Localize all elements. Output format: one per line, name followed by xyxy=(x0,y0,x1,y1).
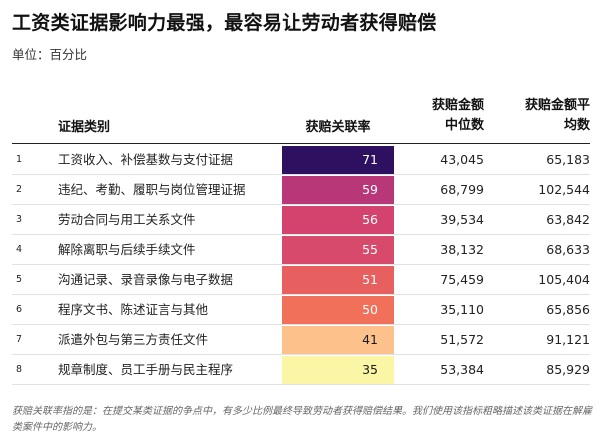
row-rank: 3 xyxy=(16,214,23,225)
row-rate: 35 xyxy=(362,362,378,377)
header-mean-line1: 获赔金额平 xyxy=(524,98,590,113)
row-divider xyxy=(12,294,590,295)
row-rank: 5 xyxy=(16,274,23,285)
row-median: 35,110 xyxy=(440,302,484,317)
row-median: 43,045 xyxy=(440,152,484,167)
row-divider xyxy=(12,204,590,205)
header-rule xyxy=(12,143,590,144)
rate-heat-cell xyxy=(282,236,394,264)
row-rate: 41 xyxy=(362,332,378,347)
table-row: 4 解除离职与后续手续文件 55 38,132 68,633 xyxy=(12,235,590,265)
row-mean: 102,544 xyxy=(538,182,590,197)
rate-heat-cell xyxy=(282,176,394,204)
row-rank: 1 xyxy=(16,154,23,165)
header-rate: 获赔关联率 xyxy=(305,120,371,135)
row-divider xyxy=(12,234,590,235)
row-category: 劳动合同与用工关系文件 xyxy=(58,212,196,227)
row-divider xyxy=(12,384,590,385)
row-category: 沟通记录、录音录像与电子数据 xyxy=(58,272,234,287)
row-category: 派遣外包与第三方责任文件 xyxy=(58,332,209,347)
footnote: 获赔关联率指的是：在提交某类证据的争点中，有多少比例最终导致劳动者获得赔偿结果。… xyxy=(12,406,592,433)
row-rank: 4 xyxy=(16,244,23,255)
table-row: 6 程序文书、陈述证言与其他 50 35,110 65,856 xyxy=(12,295,590,325)
row-mean: 85,929 xyxy=(546,362,590,377)
row-category: 规章制度、员工手册与民主程序 xyxy=(58,362,234,377)
row-mean: 91,121 xyxy=(546,332,590,347)
row-divider xyxy=(12,354,590,355)
chart-subtitle: 单位：百分比 xyxy=(12,47,88,62)
table-row: 7 派遣外包与第三方责任文件 41 51,572 91,121 xyxy=(12,325,590,355)
table-row: 5 沟通记录、录音录像与电子数据 51 75,459 105,404 xyxy=(12,265,590,295)
row-divider xyxy=(12,264,590,265)
rate-heat-cell xyxy=(282,206,394,234)
row-divider xyxy=(12,174,590,175)
row-rate: 50 xyxy=(362,302,378,317)
rate-heat-cell xyxy=(282,296,394,324)
table-row: 8 规章制度、员工手册与民主程序 35 53,384 85,929 xyxy=(12,355,590,385)
rate-heat-cell xyxy=(282,356,394,384)
row-mean: 63,842 xyxy=(546,212,590,227)
row-rank: 2 xyxy=(16,184,23,195)
row-category: 工资收入、补偿基数与支付证据 xyxy=(58,152,234,167)
row-mean: 65,856 xyxy=(546,302,590,317)
rate-heat-cell xyxy=(282,266,394,294)
row-median: 39,534 xyxy=(440,212,484,227)
row-mean: 65,183 xyxy=(546,152,590,167)
row-median: 38,132 xyxy=(440,242,484,257)
header-mean: 获赔金额平 均数 xyxy=(486,96,590,136)
row-rate: 71 xyxy=(362,152,378,167)
row-rate: 59 xyxy=(362,182,378,197)
rate-heat-cell xyxy=(282,326,394,354)
row-category: 解除离职与后续手续文件 xyxy=(58,242,196,257)
row-rate: 56 xyxy=(362,212,378,227)
rate-heat-cell xyxy=(282,146,394,174)
header-median: 获赔金额 中位数 xyxy=(394,96,484,136)
row-median: 68,799 xyxy=(440,182,484,197)
row-mean: 105,404 xyxy=(538,272,590,287)
row-rank: 8 xyxy=(16,364,23,375)
header-median-line1: 获赔金额 xyxy=(431,98,484,113)
row-mean: 68,633 xyxy=(546,242,590,257)
row-category: 违纪、考勤、履职与岗位管理证据 xyxy=(58,182,246,197)
row-divider xyxy=(12,324,590,325)
row-rank: 7 xyxy=(16,334,23,345)
header-category: 证据类别 xyxy=(58,120,111,135)
row-category: 程序文书、陈述证言与其他 xyxy=(58,302,209,317)
table-row: 1 工资收入、补偿基数与支付证据 71 43,045 65,183 xyxy=(12,145,590,175)
header-mean-line2: 均数 xyxy=(563,118,590,133)
header-median-line2: 中位数 xyxy=(444,118,484,133)
row-median: 75,459 xyxy=(440,272,484,287)
row-rate: 51 xyxy=(362,272,378,287)
chart-title: 工资类证据影响力最强，最容易让劳动者获得赔偿 xyxy=(12,12,437,34)
row-median: 51,572 xyxy=(440,332,484,347)
table-row: 3 劳动合同与用工关系文件 56 39,534 63,842 xyxy=(12,205,590,235)
row-rate: 55 xyxy=(362,242,378,257)
table-row: 2 违纪、考勤、履职与岗位管理证据 59 68,799 102,544 xyxy=(12,175,590,205)
row-median: 53,384 xyxy=(440,362,484,377)
row-rank: 6 xyxy=(16,304,23,315)
